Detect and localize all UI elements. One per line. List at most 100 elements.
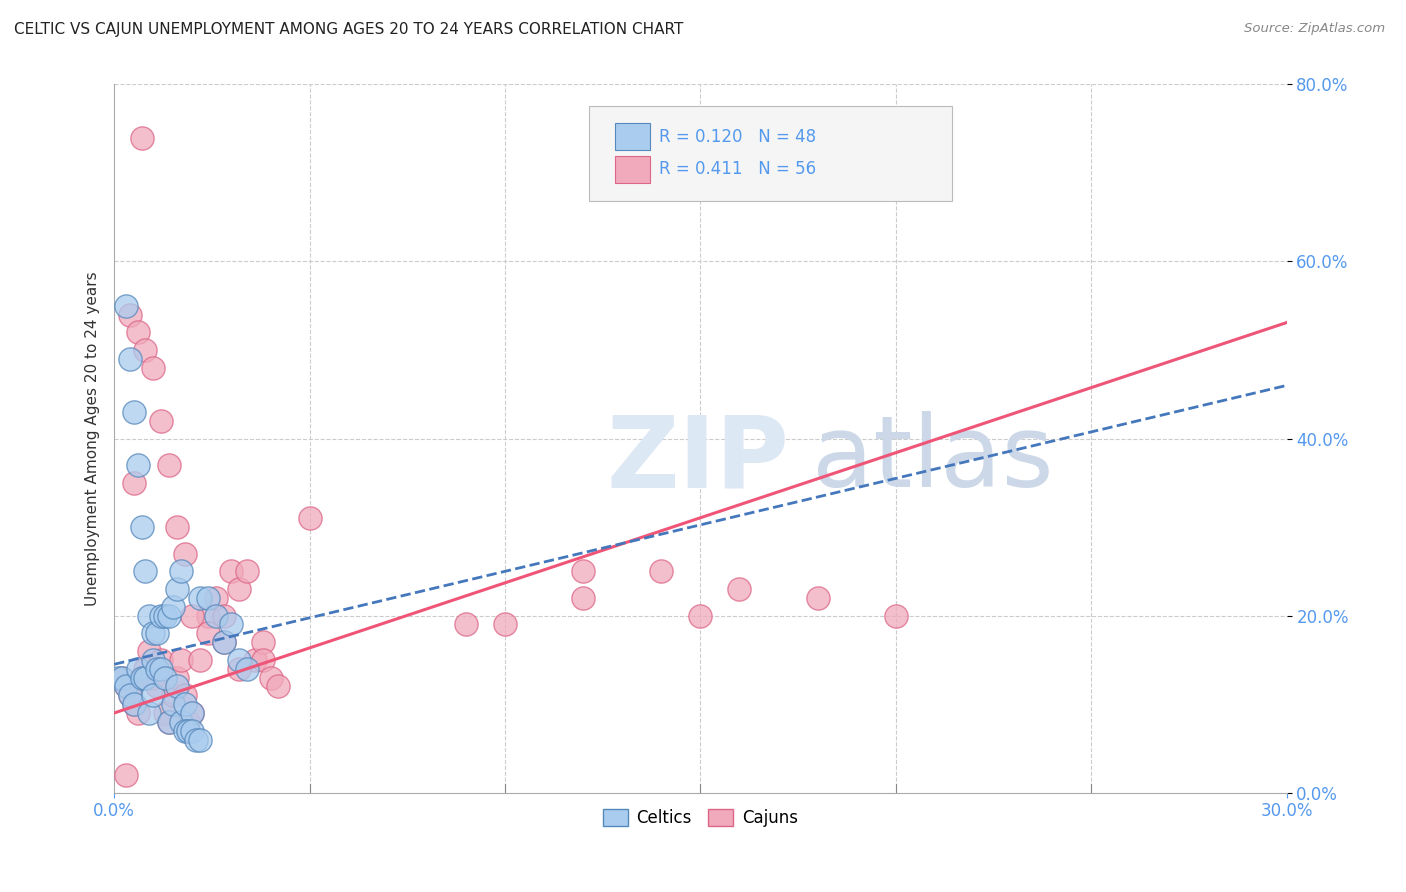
Point [142,360,165,375]
Point [150,653,173,667]
Point [228,582,250,596]
Point [138,608,160,623]
Text: R = 0.411   N = 56: R = 0.411 N = 56 [659,161,817,178]
Point [221,617,243,632]
Point [127,326,149,340]
Point [236,662,259,676]
Point [181,706,204,720]
Point [166,671,188,685]
Point [142,653,165,667]
Point [197,626,219,640]
Legend: Celtics, Cajuns: Celtics, Cajuns [596,803,804,834]
Point [134,662,156,676]
Point [146,662,169,676]
Point [142,688,165,702]
Point [197,608,219,623]
Text: CELTIC VS CAJUN UNEMPLOYMENT AMONG AGES 20 TO 24 YEARS CORRELATION CHART: CELTIC VS CAJUN UNEMPLOYMENT AMONG AGES … [14,22,683,37]
Point [107,671,129,685]
Point [173,688,195,702]
Point [188,591,211,605]
Point [111,671,134,685]
Point [118,688,141,702]
Point [572,591,595,605]
Text: Source: ZipAtlas.com: Source: ZipAtlas.com [1244,22,1385,36]
FancyBboxPatch shape [589,105,952,202]
Point [134,343,156,357]
Point [197,591,219,605]
Point [181,608,204,623]
Point [118,351,141,366]
Point [236,565,259,579]
Point [118,688,141,702]
Point [122,475,145,490]
Text: atlas: atlas [811,411,1053,508]
FancyBboxPatch shape [614,156,650,183]
Point [127,662,149,676]
Point [118,308,141,322]
Point [115,680,138,694]
Point [122,697,145,711]
Point [298,511,321,525]
Point [157,714,180,729]
Point [115,768,138,782]
Point [252,653,274,667]
Point [122,697,145,711]
Point [153,671,176,685]
Point [111,671,134,685]
Point [150,608,173,623]
Point [186,732,208,747]
Point [212,635,235,649]
Point [134,565,156,579]
Point [212,608,235,623]
Point [494,617,516,632]
Point [689,608,711,623]
Point [138,644,160,658]
Point [173,547,195,561]
Point [122,405,145,419]
Point [142,671,165,685]
Point [115,299,138,313]
Point [221,565,243,579]
Point [228,653,250,667]
Point [146,680,169,694]
Point [162,697,184,711]
Point [127,706,149,720]
Point [157,608,180,623]
Point [181,723,204,738]
Point [188,732,211,747]
Point [173,723,195,738]
Point [166,680,188,694]
Point [169,653,191,667]
Point [157,458,180,472]
Point [177,723,200,738]
Point [166,520,188,534]
Point [150,414,173,428]
Point [162,599,184,614]
Point [807,591,830,605]
Point [157,714,180,729]
Y-axis label: Unemployment Among Ages 20 to 24 years: Unemployment Among Ages 20 to 24 years [86,271,100,606]
Point [131,671,153,685]
Point [204,608,226,623]
Point [169,565,191,579]
Point [572,565,595,579]
Point [153,706,176,720]
Point [884,608,907,623]
Point [259,671,281,685]
Point [188,653,211,667]
Point [138,706,160,720]
Point [212,635,235,649]
Point [177,714,200,729]
Point [267,680,290,694]
FancyBboxPatch shape [614,123,650,151]
Point [454,617,477,632]
Point [131,671,153,685]
Point [169,714,191,729]
Point [228,662,250,676]
Text: ZIP: ZIP [606,411,790,508]
Point [173,697,195,711]
Point [153,608,176,623]
Text: R = 0.120   N = 48: R = 0.120 N = 48 [659,128,817,146]
Point [252,635,274,649]
Point [650,565,672,579]
